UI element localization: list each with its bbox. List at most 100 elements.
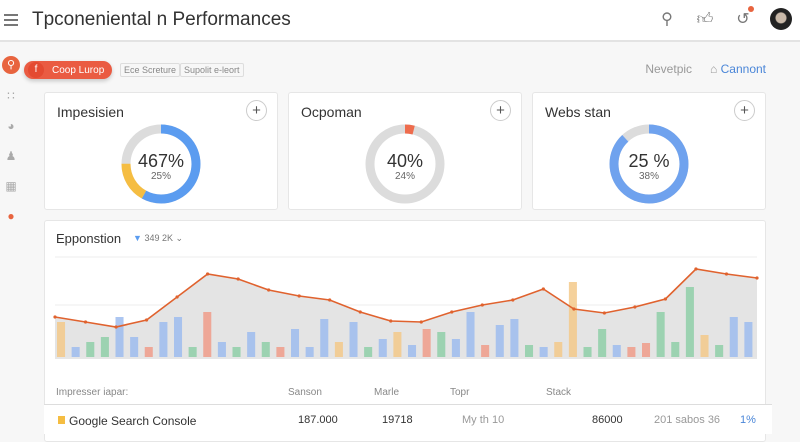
table-header: Marle [374, 387, 400, 398]
bar [437, 332, 446, 357]
table-header: Stack [546, 387, 572, 398]
line-point [694, 267, 698, 271]
bar [422, 329, 431, 357]
bar [685, 287, 694, 357]
metric-card: Impesisien + 467% 25% [44, 92, 278, 210]
bar [349, 322, 358, 357]
bar [539, 347, 548, 357]
bar [320, 319, 329, 357]
link-cannont[interactable]: ⌂ Cannont [710, 62, 766, 76]
bar [627, 347, 636, 357]
line-point [175, 295, 179, 299]
bar [525, 345, 534, 357]
metric-dropdown[interactable]: ▼ 349 2K ⌄ [133, 233, 184, 243]
cell: 19718 [382, 414, 413, 426]
add-button[interactable]: + [246, 100, 267, 121]
bar [247, 332, 256, 357]
bar [729, 317, 738, 357]
table-header: Sanson [288, 387, 322, 398]
cell: 86000 [592, 414, 623, 426]
bar [100, 337, 109, 357]
bar [495, 325, 504, 357]
bar [305, 347, 314, 357]
bar [568, 282, 577, 357]
line-point [236, 277, 240, 281]
donut-chart [121, 124, 201, 204]
line-point [206, 272, 210, 276]
line-point [328, 298, 332, 302]
thumbs-up-icon[interactable]: 👍︎ [696, 10, 714, 28]
bar [451, 339, 460, 357]
chart [53, 256, 759, 359]
page-title: Tpconeniental n Performances [32, 9, 291, 30]
line-point [358, 310, 362, 314]
card-subvalue: 25% [150, 171, 171, 182]
donut-chart [365, 124, 445, 204]
filter-chip[interactable]: f Coop Lurop [24, 61, 113, 79]
line-point [450, 310, 454, 314]
card-title: Webs stan [545, 104, 611, 120]
donut-segment [609, 124, 689, 204]
search-icon[interactable]: ⚲ [661, 11, 673, 28]
add-button[interactable]: + [490, 100, 511, 121]
avatar[interactable] [770, 8, 792, 30]
bar [671, 342, 680, 357]
line-point [419, 320, 423, 324]
cell: My th 10 [462, 414, 505, 426]
bar [700, 335, 709, 357]
donut-segment [121, 124, 201, 204]
home-icon: ⌂ [710, 62, 721, 76]
add-button[interactable]: + [734, 100, 755, 121]
link-label: Cannont [720, 62, 766, 76]
metric-card: Ocpoman + 40% 24% [288, 92, 522, 210]
bar [642, 343, 651, 357]
card-subvalue: 24% [394, 171, 415, 182]
user-icon[interactable]: ♟ [5, 149, 17, 163]
bar [378, 339, 387, 357]
table-row[interactable]: Google Search Console 187.000 19718 My t… [44, 404, 772, 434]
bar [656, 312, 665, 357]
filter-tag[interactable]: Supolit e-leort [180, 63, 244, 77]
bar [364, 347, 373, 357]
table-header: Impresser iapar: [56, 387, 129, 398]
network-icon[interactable]: ∷ [7, 89, 15, 103]
alert-dot-icon[interactable]: ● [7, 209, 15, 223]
bar [86, 342, 95, 357]
card-value: 40% [386, 151, 424, 171]
donut-segment [121, 124, 201, 204]
series-line [54, 268, 758, 328]
line-point [53, 315, 57, 319]
bar [203, 312, 212, 357]
line-point [755, 276, 759, 280]
calendar-icon[interactable]: ▦ [5, 179, 17, 193]
search-icon[interactable]: ⚲ [2, 56, 20, 74]
card-title: Impesisien [57, 104, 124, 120]
bar [144, 347, 153, 357]
bar [276, 347, 285, 357]
bar [612, 345, 621, 357]
line-point [480, 303, 484, 307]
line-point [297, 294, 301, 298]
bar [261, 342, 270, 357]
line-point [83, 320, 88, 324]
line-point [144, 318, 149, 322]
metric-card: Webs stan + 25 % 38% [532, 92, 766, 210]
bar [554, 342, 563, 357]
bar [510, 319, 519, 357]
bar [115, 317, 124, 357]
cell: 187.000 [298, 414, 338, 426]
cell: 201 sabos 36 [654, 414, 721, 426]
bar [188, 347, 197, 357]
filter-tag[interactable]: Ece Screture [120, 63, 181, 77]
analytics-icon[interactable]: ◕ [7, 119, 15, 133]
line-point [389, 319, 393, 323]
link-nevetpic[interactable]: Nevetpic [645, 62, 693, 76]
notification-icon[interactable]: ↺ [732, 6, 754, 29]
menu-icon[interactable] [4, 14, 18, 26]
bar [291, 329, 300, 357]
bar [159, 322, 168, 357]
facebook-icon: f [28, 62, 44, 78]
bar [71, 347, 80, 357]
bar [393, 332, 402, 357]
bar [130, 337, 139, 357]
